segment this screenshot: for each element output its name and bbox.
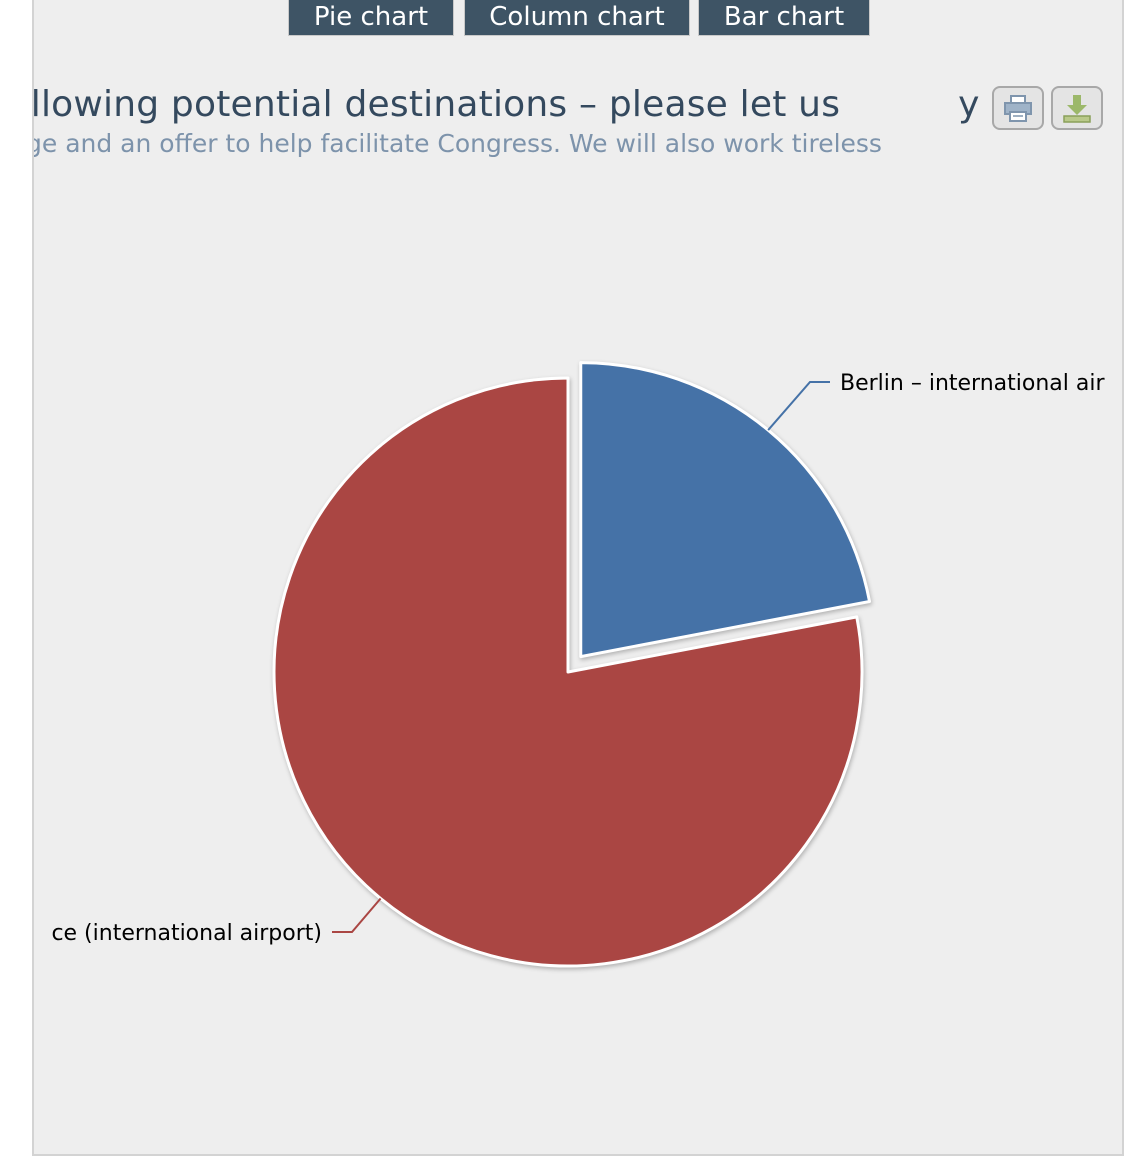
column-chart-button[interactable]: Column chart [464,0,690,36]
chart-title: sted the following potential destination… [32,84,980,125]
pie-slice[interactable] [579,361,872,659]
pie-label: ce (international airport) [51,921,322,946]
chart-subtitle: n inside knowledge and an offer to help … [34,129,882,158]
chart-title-tail: y [958,84,980,125]
pie-label: Berlin – international air [840,371,1105,396]
print-icon [1004,95,1032,122]
download-icon [1063,95,1091,123]
pie-chart: Berlin – international air ce (internatio… [51,361,1105,968]
chart-container: Pie chart Column chart Bar chart sted th… [32,0,1124,1156]
pie-chart-button[interactable]: Pie chart [288,0,454,36]
export-button[interactable] [1051,86,1103,130]
pie-connector [767,381,830,431]
print-button[interactable] [992,86,1044,130]
bar-chart-button[interactable]: Bar chart [698,0,870,36]
pie-connector [332,897,382,933]
pie-slice[interactable] [272,376,864,968]
chart-title-text: sted the following potential destination… [32,84,841,125]
